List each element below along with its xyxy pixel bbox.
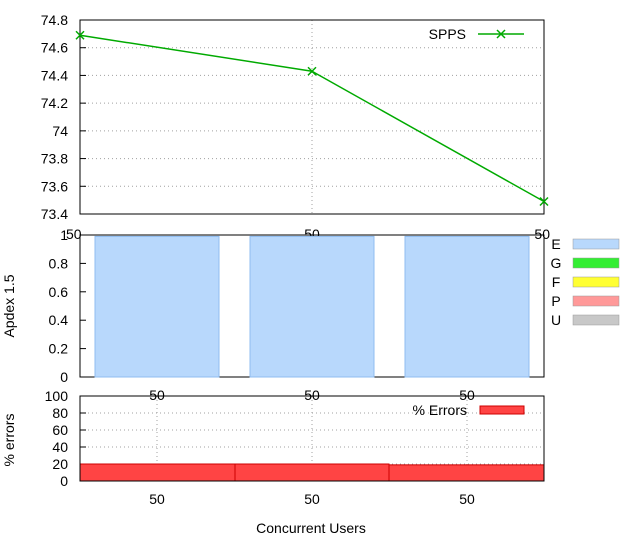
y-tick-label: 74.2: [41, 95, 68, 111]
y-tick-label: 0.2: [49, 341, 69, 357]
y-tick-label: 80: [52, 405, 68, 421]
y-tick-label: 74: [52, 123, 68, 139]
spps-line-segment: [79, 34, 313, 73]
spps-line-segment: [311, 70, 545, 203]
errors-bar: [79, 463, 236, 482]
plot-frame-spps: [79, 19, 545, 215]
apdex-legend-swatch: [572, 295, 620, 307]
spps-x-tick-label: 50: [534, 226, 550, 242]
apdex-legend-label: G: [551, 255, 562, 271]
y-tick-label: 74.4: [41, 67, 68, 83]
apdex-legend-swatch: [572, 314, 620, 326]
errors-x-tick-label: 50: [459, 491, 475, 507]
apdex-x-tick-label: 50: [149, 387, 165, 403]
spps-legend-marker: [496, 29, 506, 39]
apdex-x-tick-label: 50: [304, 387, 320, 403]
plot-frame-errors: [79, 395, 545, 482]
errors-legend-swatch: [479, 405, 525, 415]
apdex-legend-swatch: [572, 276, 620, 288]
x-axis-label: Concurrent Users: [256, 520, 366, 536]
apdex-legend-label: F: [552, 274, 561, 290]
y-tick-label: 100: [45, 388, 69, 404]
apdex-bar-e: [404, 235, 530, 378]
apdex-x-tick-label: 50: [459, 387, 475, 403]
y-tick-label: 20: [52, 456, 68, 472]
apdex-legend-label: E: [551, 236, 560, 252]
errors-bar: [234, 463, 390, 482]
errors-y-axis-label: % errors: [1, 414, 17, 467]
apdex-legend-label: P: [551, 293, 560, 309]
y-tick-label: 0: [60, 369, 68, 385]
spps-point: [75, 30, 85, 40]
spps-x-tick-label: 50: [66, 226, 82, 242]
y-tick-label: 73.4: [41, 206, 68, 222]
errors-legend-label: % Errors: [413, 402, 467, 418]
y-tick-label: 0.8: [49, 255, 69, 271]
y-tick-label: 40: [52, 439, 68, 455]
y-tick-label: 74.6: [41, 40, 68, 56]
apdex-legend-label: U: [551, 312, 561, 328]
errors-x-tick-label: 50: [304, 491, 320, 507]
spps-legend-label: SPPS: [429, 26, 466, 42]
y-tick-label: 73.6: [41, 178, 68, 194]
y-tick-label: 73.8: [41, 151, 68, 167]
spps-point: [539, 196, 549, 207]
y-tick-label: 1: [60, 227, 68, 243]
spps-point: [307, 66, 317, 76]
apdex-y-axis-label: Apdex 1.5: [1, 274, 17, 337]
apdex-legend-swatch: [572, 257, 620, 269]
apdex-legend-swatch: [572, 238, 620, 250]
y-tick-label: 0.4: [49, 312, 69, 328]
y-tick-label: 60: [52, 422, 68, 438]
y-tick-label: 0.6: [49, 284, 69, 300]
apdex-bar-e: [94, 235, 220, 378]
errors-x-tick-label: 50: [149, 491, 165, 507]
y-tick-label: 74.8: [41, 12, 68, 28]
errors-bar: [388, 464, 545, 482]
y-tick-label: 0: [60, 473, 68, 489]
apdex-bar-e: [249, 235, 375, 378]
